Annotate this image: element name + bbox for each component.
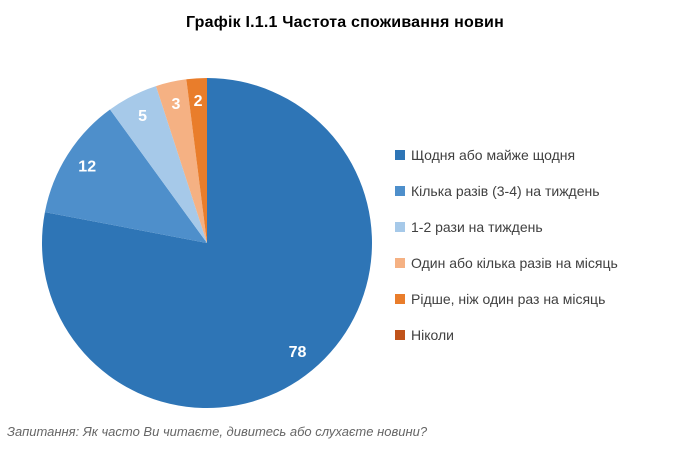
legend-label: Кілька разів (3-4) на тиждень bbox=[411, 183, 600, 199]
legend-label: Рідше, ніж один раз на місяць bbox=[411, 291, 606, 307]
legend-label: Щодня або майже щодня bbox=[411, 147, 576, 163]
question-footnote: Запитання: Як часто Ви читаєте, дивитесь… bbox=[7, 424, 428, 439]
pie-slice-label-0: 78 bbox=[289, 344, 307, 361]
pie-slice-label-3: 3 bbox=[172, 96, 181, 113]
legend-swatch-icon bbox=[395, 330, 405, 340]
legend-item-0: Щодня або майже щодня bbox=[395, 137, 618, 173]
legend-item-4: Рідше, ніж один раз на місяць bbox=[395, 281, 618, 317]
chart-title: Графік І.1.1 Частота споживання новин bbox=[186, 14, 504, 31]
legend-swatch-icon bbox=[395, 150, 405, 160]
legend-swatch-icon bbox=[395, 258, 405, 268]
pie-slice-label-4: 2 bbox=[194, 93, 203, 110]
legend-label: Один або кілька разів на місяць bbox=[411, 255, 618, 271]
pie-slice-label-2: 5 bbox=[138, 108, 147, 125]
legend-item-3: Один або кілька разів на місяць bbox=[395, 245, 618, 281]
legend-swatch-icon bbox=[395, 222, 405, 232]
pie-slice-1 bbox=[44, 109, 207, 243]
legend-label: Ніколи bbox=[411, 327, 454, 343]
legend: Щодня або майже щодня Кілька разів (3-4) … bbox=[395, 137, 618, 353]
legend-label: 1-2 рази на тиждень bbox=[411, 219, 543, 235]
legend-item-5: Ніколи bbox=[395, 317, 618, 353]
pie-slice-3 bbox=[156, 79, 207, 243]
legend-item-2: 1-2 рази на тиждень bbox=[395, 209, 618, 245]
pie-slice-4 bbox=[186, 77, 207, 243]
pie-slice-0 bbox=[41, 78, 372, 408]
pie-slice-label-1: 12 bbox=[78, 159, 96, 176]
legend-item-1: Кілька разів (3-4) на тиждень bbox=[395, 173, 618, 209]
legend-swatch-icon bbox=[395, 294, 405, 304]
pie-slice-2 bbox=[110, 86, 207, 243]
legend-swatch-icon bbox=[395, 186, 405, 196]
